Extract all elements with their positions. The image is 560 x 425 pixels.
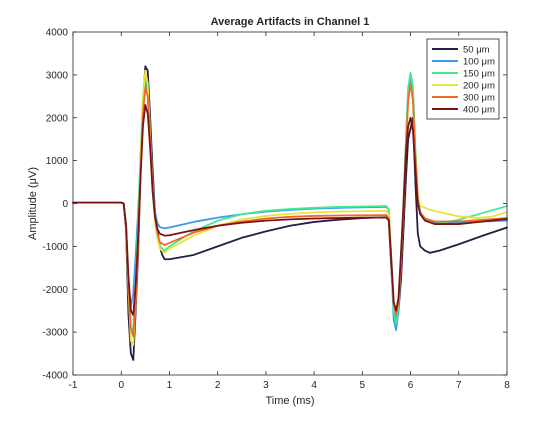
x-tick-label-8: 7 — [456, 380, 462, 391]
x-tick-label-0: -1 — [69, 380, 78, 391]
legend-entry-5: 400 μm — [463, 104, 495, 115]
y-tick-label-1: -3000 — [42, 328, 68, 339]
x-tick-label-7: 6 — [408, 380, 414, 391]
series-line-5 — [72, 103, 508, 316]
y-tick-label-7: 3000 — [46, 70, 69, 81]
legend-entry-3: 200 μm — [463, 80, 495, 91]
y-tick-label-6: 2000 — [46, 113, 69, 124]
chart-title: Average Artifacts in Channel 1 — [211, 16, 370, 28]
axis-ticks: -1 0 1 2 3 4 5 6 7 8 -4000 -3000 -2000 -1000 0 1000 2000… — [42, 28, 510, 392]
y-axis-label: Amplitude (μV) — [27, 167, 39, 240]
x-tick-label-5: 4 — [311, 380, 317, 391]
x-tick-label-4: 3 — [263, 380, 269, 391]
legend-box — [426, 38, 500, 120]
y-tick-label-0: -4000 — [42, 371, 68, 382]
x-axis-label: Time (ms) — [265, 395, 314, 407]
y-tick-label-2: -2000 — [42, 285, 68, 296]
legend-entry-2: 150 μm — [463, 68, 495, 79]
x-tick-label-9: 8 — [504, 380, 510, 391]
legend-entry-4: 300 μm — [463, 92, 495, 103]
y-tick-label-5: 1000 — [46, 156, 69, 167]
legend-entry-1: 100 μm — [463, 56, 495, 67]
y-tick-label-3: -1000 — [42, 242, 68, 253]
legend-entry-0: 50 μm — [463, 44, 490, 55]
y-tick-label-8: 4000 — [46, 28, 69, 39]
x-tick-label-3: 2 — [215, 380, 221, 391]
y-tick-label-4: 0 — [62, 199, 68, 210]
x-tick-label-2: 1 — [167, 380, 173, 391]
series-layer — [72, 65, 508, 361]
x-tick-label-6: 5 — [360, 380, 366, 391]
x-tick-label-1: 0 — [118, 380, 124, 391]
